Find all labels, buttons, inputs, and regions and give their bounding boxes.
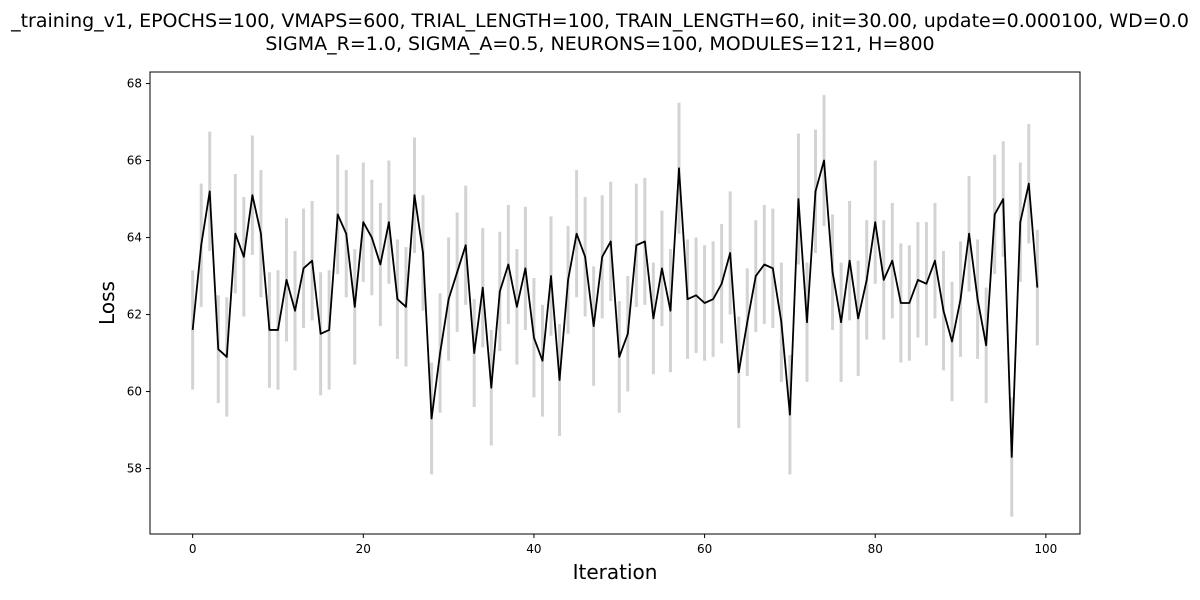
x-tick-label: 20	[356, 542, 371, 556]
chart-title-line-1: _training_v1, EPOCHS=100, VMAPS=600, TRI…	[11, 10, 1189, 32]
y-tick-label: 62	[127, 308, 142, 322]
y-axis-title: Loss	[95, 281, 119, 325]
x-tick-label: 80	[868, 542, 883, 556]
x-axis-ticks: 0 20 40 60 80 100	[189, 534, 1057, 556]
plot-area-frame	[149, 71, 1081, 535]
loss-series	[191, 159, 1039, 458]
loss-line	[191, 159, 1039, 458]
y-tick-label: 68	[127, 77, 142, 91]
y-tick-label: 66	[127, 154, 142, 168]
chart-title-line-2: SIGMA_R=1.0, SIGMA_A=0.5, NEURONS=100, M…	[265, 33, 935, 55]
x-tick-label: 0	[189, 542, 197, 556]
x-tick-label: 100	[1034, 542, 1057, 556]
y-tick-label: 58	[127, 462, 142, 476]
y-axis-ticks: 58 60 62 64 66 68	[127, 77, 150, 476]
y-tick-label: 64	[127, 231, 142, 245]
x-tick-label: 60	[697, 542, 712, 556]
x-axis-title: Iteration	[573, 560, 658, 584]
y-tick-label: 60	[127, 385, 142, 399]
x-tick-label: 40	[526, 542, 541, 556]
